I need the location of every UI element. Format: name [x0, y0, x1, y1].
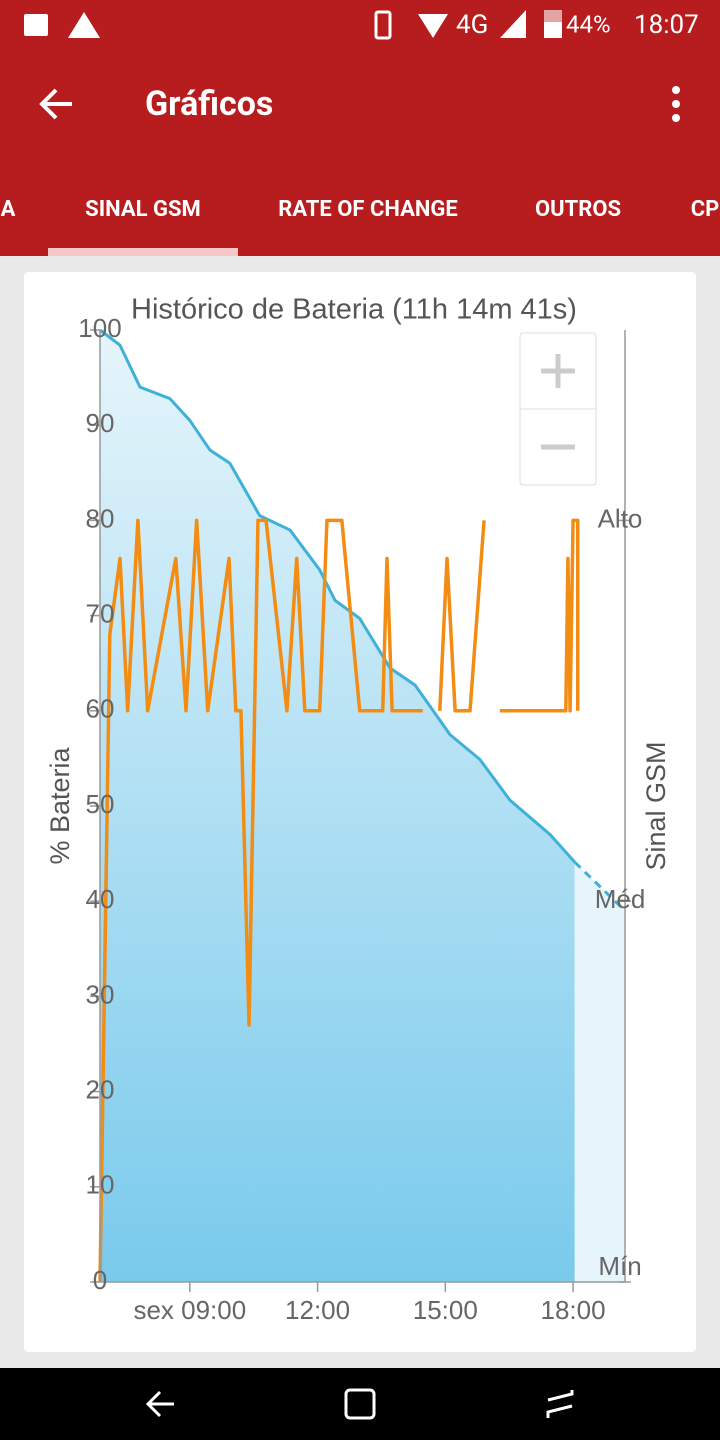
- x-tick-label: 18:00: [541, 1295, 606, 1325]
- nav-home[interactable]: [344, 1388, 376, 1420]
- y-tick-label: 80: [86, 503, 115, 533]
- y2-tick-label: Méd: [595, 884, 646, 914]
- series-line: [573, 861, 627, 912]
- clock: 18:07: [634, 10, 699, 40]
- network-type: 4G: [456, 10, 488, 40]
- x-tick-label: 15:00: [413, 1295, 478, 1325]
- plot: 0 10 20 30 40 50 60 70 80 90 100 Mín Méd Alto sex 09:0…: [78, 313, 645, 1325]
- nav-recents[interactable]: [546, 1390, 574, 1418]
- tab[interactable]: A: [1, 197, 16, 222]
- series-line: [99, 328, 576, 864]
- battery-level: [544, 22, 562, 38]
- y2-axis-label: Sinal GSM: [641, 741, 671, 870]
- battery-percent: 44%: [566, 10, 611, 38]
- y-tick-label: 0: [93, 1265, 107, 1295]
- zoom-in[interactable]: [541, 354, 575, 388]
- image-icon: [24, 14, 48, 36]
- y-tick-label: 10: [86, 1170, 115, 1200]
- app-header: [0, 0, 720, 256]
- y-tick-label: 50: [86, 789, 115, 819]
- zoom-controls: [519, 332, 597, 486]
- y-tick-label: 70: [86, 598, 115, 628]
- tab[interactable]: RATE OF CHANGE: [278, 197, 458, 222]
- tab-indicator: [48, 248, 238, 256]
- tab[interactable]: OUTROS: [535, 197, 621, 222]
- y-tick-label: 30: [86, 979, 115, 1009]
- y2-tick-label: Mín: [598, 1251, 641, 1281]
- vibrate-icon: [374, 10, 392, 40]
- area: [574, 862, 625, 1282]
- y-tick-label: 90: [86, 408, 115, 438]
- wifi-icon: [418, 14, 448, 38]
- y-tick-label: 20: [86, 1074, 115, 1104]
- y-axis-label: % Bateria: [45, 746, 75, 864]
- tab-bar: A SINAL GSM RATE OF CHANGE OUTROS CP: [1, 197, 720, 222]
- overflow-menu[interactable]: [672, 86, 680, 122]
- y-tick-label: 40: [86, 884, 115, 914]
- warning-icon: [68, 12, 100, 38]
- area: [100, 330, 575, 1282]
- y2-tick-label: Alto: [598, 503, 643, 533]
- tab[interactable]: CP: [691, 197, 720, 222]
- x-tick-label: sex 09:00: [133, 1295, 246, 1325]
- signal-icon: [500, 10, 526, 38]
- nav-back[interactable]: [145, 1390, 174, 1418]
- chart-title: Histórico de Bateria (11h 14m 41s): [131, 294, 577, 326]
- tab[interactable]: SINAL GSM: [85, 197, 201, 222]
- y-tick-label: 60: [86, 694, 115, 724]
- x-tick-label: 12:00: [285, 1295, 350, 1325]
- back-button[interactable]: [39, 88, 72, 120]
- app-title: Gráficos: [145, 84, 273, 124]
- series-line: [98, 518, 580, 1283]
- y-tick-label: 100: [78, 313, 121, 343]
- nav-bar: [0, 1368, 720, 1440]
